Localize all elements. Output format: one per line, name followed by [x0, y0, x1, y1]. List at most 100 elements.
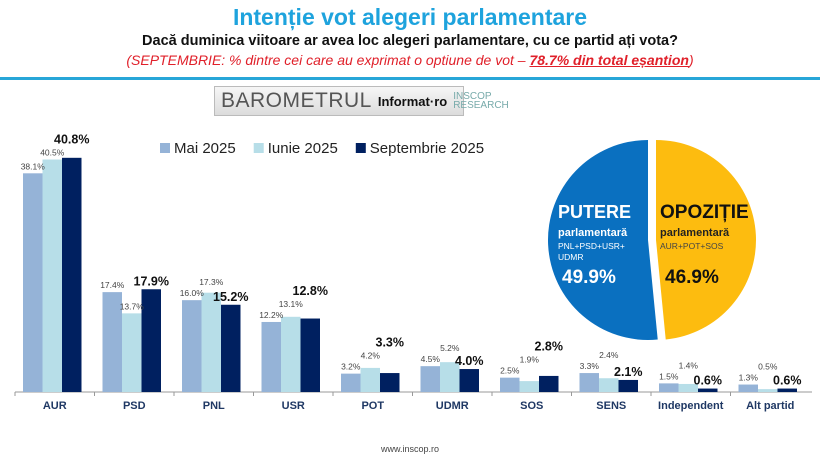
- pie-slice-putere: [547, 139, 658, 341]
- question: Dacă duminica viitoare ar avea loc alege…: [142, 33, 678, 49]
- x-tick-label: SENS: [596, 400, 626, 412]
- data-label: 1.4%: [679, 360, 699, 370]
- data-label: 17.9%: [134, 274, 169, 288]
- bar: [519, 381, 539, 392]
- data-label: 4.5%: [421, 354, 441, 364]
- data-label: 12.8%: [293, 284, 328, 298]
- bar: [659, 383, 679, 392]
- data-label: 2.5%: [500, 366, 520, 376]
- bar: [62, 157, 82, 392]
- x-tick-label: PNL: [203, 400, 225, 412]
- pie-subtitle: parlamentară: [558, 227, 628, 239]
- data-label: 1.3%: [739, 373, 759, 383]
- data-label: 5.2%: [440, 343, 460, 353]
- legend-label: Iunie 2025: [268, 140, 338, 157]
- legend-label: Mai 2025: [174, 140, 236, 157]
- bar: [440, 362, 460, 392]
- data-label: 0.5%: [758, 362, 778, 372]
- x-tick-label: SOS: [520, 400, 543, 412]
- bar: [201, 292, 221, 392]
- note-emphasis: 78.7% din total eșantion: [529, 52, 689, 68]
- note-prefix: (SEPTEMBRIE: % dintre cei care au exprim…: [126, 52, 530, 68]
- bar: [618, 379, 638, 392]
- data-label: 1.5%: [659, 371, 679, 381]
- logo-inscop-text: INSCOP: [453, 91, 492, 102]
- bar: [579, 373, 599, 392]
- data-label: 2.8%: [535, 340, 564, 354]
- data-label: 0.6%: [694, 374, 723, 388]
- data-label: 4.0%: [455, 354, 484, 368]
- note-suffix: ): [688, 52, 694, 68]
- bar: [122, 313, 142, 392]
- pie-detail: PNL+PSD+USR+: [558, 241, 625, 251]
- legend-swatch: [355, 143, 366, 153]
- bar: [678, 383, 698, 392]
- data-label: 3.3%: [376, 336, 405, 350]
- data-label: 17.4%: [100, 280, 125, 290]
- data-label: 1.9%: [520, 355, 540, 365]
- pie-detail: UDMR: [558, 252, 584, 262]
- bar: [459, 369, 479, 392]
- data-label: 13.7%: [120, 301, 145, 311]
- bar: [281, 316, 301, 392]
- logo-research-text: RESEARCH: [453, 100, 509, 111]
- bar: [141, 289, 161, 392]
- data-label: 15.2%: [213, 290, 248, 304]
- bar: [182, 300, 202, 392]
- divider: [0, 77, 820, 80]
- logo-informat: Informat·ro: [377, 93, 448, 109]
- data-label: 16.0%: [180, 288, 205, 298]
- data-label: 2.4%: [599, 350, 619, 360]
- bar: [221, 304, 241, 392]
- bar: [42, 159, 62, 392]
- pie-value-label: 49.9%: [562, 267, 616, 288]
- bar: [300, 318, 320, 392]
- bar: [539, 375, 559, 392]
- data-label: 13.1%: [279, 299, 304, 309]
- bar: [360, 367, 380, 392]
- x-tick-label: PSD: [123, 400, 146, 412]
- bar: [102, 292, 122, 392]
- data-label: 3.2%: [341, 362, 361, 372]
- data-label: 0.6%: [773, 374, 802, 388]
- bar: [777, 388, 797, 392]
- x-tick-label: POT: [361, 400, 384, 412]
- legend-swatch: [160, 143, 170, 153]
- data-label: 2.1%: [614, 365, 643, 379]
- pie-value-label: 46.9%: [665, 267, 719, 288]
- pie-subtitle: parlamentară: [660, 227, 730, 239]
- data-label: 17.3%: [199, 277, 224, 287]
- bar: [599, 378, 619, 392]
- sample-note: (SEPTEMBRIE: % dintre cei care au exprim…: [0, 52, 820, 68]
- pie-title: OPOZIȚIE: [660, 202, 749, 223]
- bar: [698, 388, 718, 392]
- x-tick-label: USR: [282, 400, 305, 412]
- data-label: 4.2%: [361, 351, 381, 361]
- bar: [758, 389, 778, 392]
- x-tick-label: UDMR: [436, 400, 469, 412]
- bar: [261, 321, 281, 392]
- page-title: Intenție vot alegeri parlamentare: [232, 4, 588, 30]
- x-tick-label: AUR: [43, 400, 67, 412]
- x-tick-label: Independent: [658, 400, 724, 412]
- bar: [341, 373, 361, 392]
- data-label: 38.1%: [21, 161, 46, 171]
- x-tick-label: Alt partid: [746, 400, 794, 412]
- logo-barometru: BAROMETRUL: [221, 89, 372, 112]
- bar: [500, 377, 520, 392]
- legend-swatch: [253, 143, 264, 153]
- pie-title: PUTERE: [558, 202, 631, 222]
- bar: [380, 373, 400, 392]
- bar: [738, 384, 758, 392]
- legend-label: Septembrie 2025: [370, 140, 484, 157]
- bar: [420, 366, 440, 392]
- logo-inscop: INSCOP RESEARCH: [453, 91, 509, 111]
- footer-url: www.inscop.ro: [380, 444, 440, 454]
- bar: [23, 173, 43, 392]
- pie-slice-opozitie: [656, 140, 756, 340]
- data-label: 40.5%: [40, 148, 65, 158]
- pie-detail: AUR+POT+SOS: [660, 241, 724, 251]
- data-label: 40.8%: [54, 133, 89, 147]
